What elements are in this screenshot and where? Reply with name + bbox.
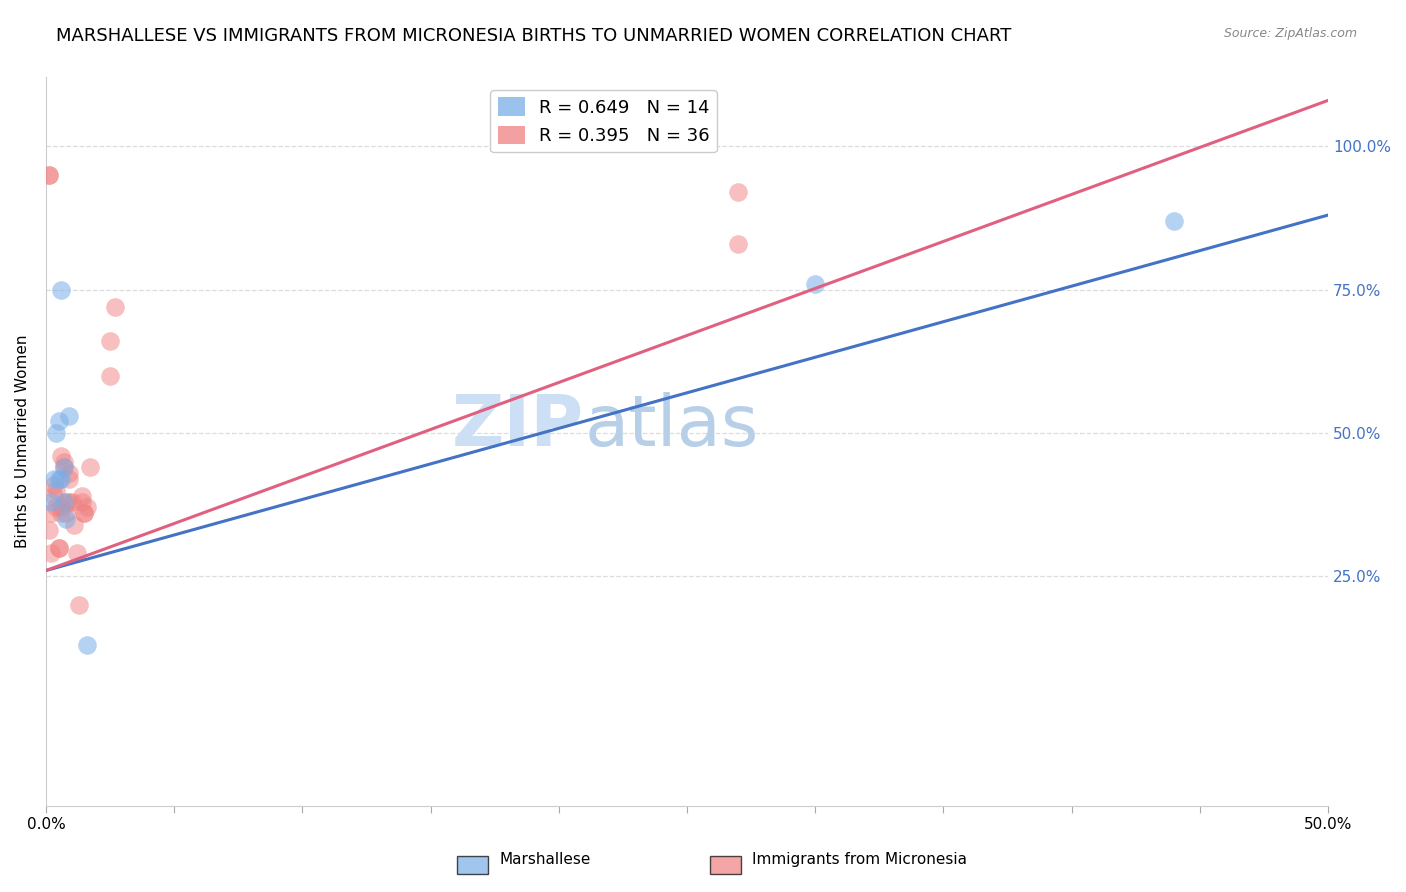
- Point: [58, 409, 80, 423]
- Point: [51, 283, 73, 297]
- Point: [45, 425, 67, 440]
- Point: [52, 494, 75, 508]
- Point: [60, 494, 83, 508]
- Point: [42, 477, 65, 491]
- Point: [104, 300, 127, 314]
- Point: [63, 517, 86, 532]
- Point: [48, 541, 70, 555]
- Text: ZIP: ZIP: [453, 392, 585, 461]
- Point: [727, 185, 749, 199]
- Point: [55, 506, 77, 520]
- Point: [45, 500, 67, 515]
- Point: [76, 500, 98, 515]
- Point: [55, 512, 77, 526]
- Point: [727, 236, 749, 251]
- Text: Immigrants from Micronesia: Immigrants from Micronesia: [752, 852, 967, 867]
- Point: [39, 494, 62, 508]
- Point: [48, 541, 70, 555]
- Point: [48, 472, 70, 486]
- Point: [38, 168, 60, 182]
- Point: [58, 472, 80, 486]
- Point: [66, 546, 89, 560]
- Point: [70, 494, 93, 508]
- Point: [98, 368, 121, 383]
- Text: Marshallese: Marshallese: [499, 852, 591, 867]
- Point: [42, 489, 65, 503]
- Point: [45, 483, 67, 498]
- Point: [52, 454, 75, 468]
- Point: [51, 449, 73, 463]
- Point: [52, 460, 75, 475]
- Point: [38, 168, 60, 182]
- Point: [58, 494, 80, 508]
- Point: [804, 277, 827, 291]
- Point: [70, 489, 93, 503]
- Text: Source: ZipAtlas.com: Source: ZipAtlas.com: [1223, 27, 1357, 40]
- Point: [51, 472, 73, 486]
- Point: [76, 638, 98, 652]
- Point: [98, 334, 121, 348]
- Point: [1163, 214, 1185, 228]
- Point: [51, 500, 73, 515]
- Point: [67, 598, 90, 612]
- Text: MARSHALLESE VS IMMIGRANTS FROM MICRONESIA BIRTHS TO UNMARRIED WOMEN CORRELATION : MARSHALLESE VS IMMIGRANTS FROM MICRONESI…: [56, 27, 1011, 45]
- Point: [73, 506, 96, 520]
- Y-axis label: Births to Unmarried Women: Births to Unmarried Women: [15, 334, 30, 549]
- Point: [48, 414, 70, 428]
- Point: [58, 466, 80, 480]
- Legend: R = 0.649   N = 14, R = 0.395   N = 36: R = 0.649 N = 14, R = 0.395 N = 36: [491, 90, 717, 153]
- Point: [52, 460, 75, 475]
- Point: [38, 524, 60, 538]
- Point: [55, 494, 77, 508]
- Point: [79, 460, 101, 475]
- Point: [39, 546, 62, 560]
- Point: [39, 506, 62, 520]
- Text: atlas: atlas: [585, 392, 759, 461]
- Point: [51, 506, 73, 520]
- Point: [73, 506, 96, 520]
- Point: [42, 472, 65, 486]
